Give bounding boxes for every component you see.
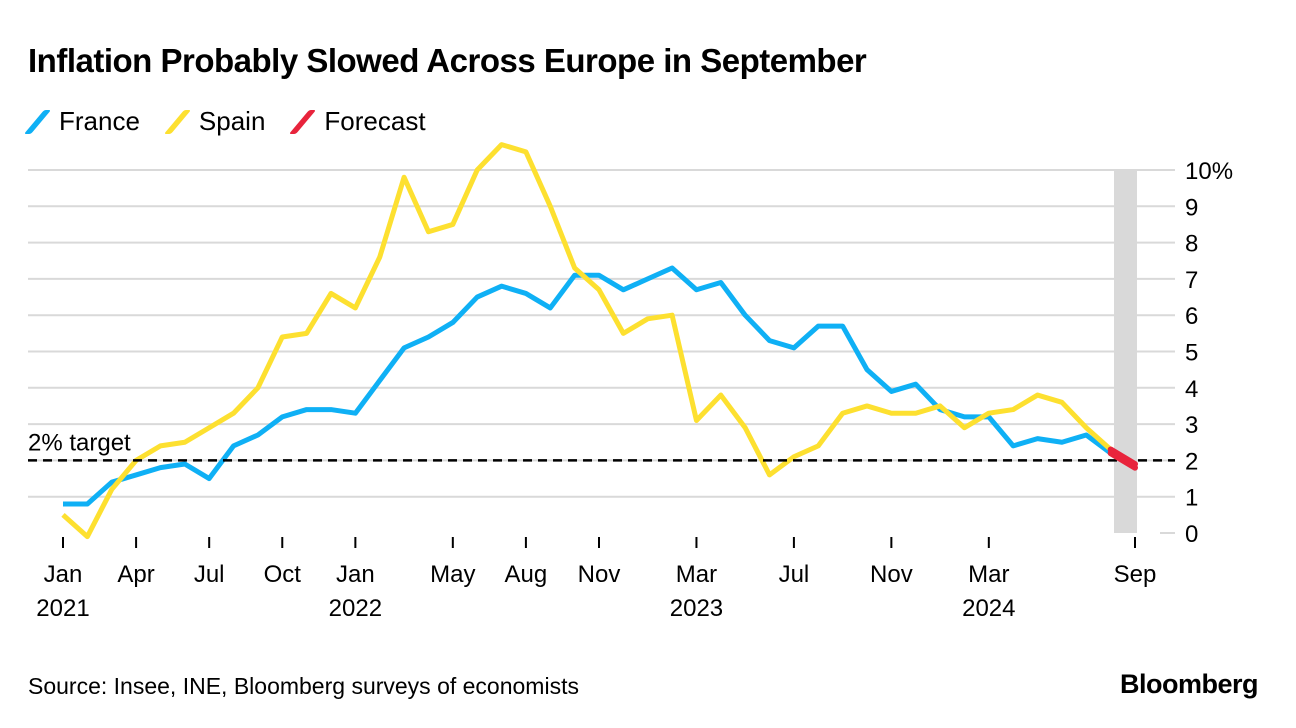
x-tick-label: Jul (194, 561, 225, 588)
legend-label: Forecast (324, 106, 426, 136)
x-tick-label: Mar (968, 561, 1009, 588)
y-tick-label: 1 (1185, 485, 1198, 512)
y-tick-label: 9 (1185, 194, 1198, 221)
x-tick-label: Sep (1114, 561, 1157, 588)
legend-item-forecast: Forecast (289, 106, 426, 137)
legend: France Spain Forecast (23, 106, 426, 137)
x-tick-year: 2021 (36, 595, 89, 622)
x-tick-label: Apr (117, 561, 154, 588)
y-tick-label: 4 (1185, 376, 1198, 403)
legend-label: Spain (198, 106, 266, 136)
x-tick-label: Jul (779, 561, 810, 588)
x-tick-year: 2022 (329, 595, 382, 622)
series-line-france (63, 265, 1113, 507)
y-tick-label: 2 (1185, 448, 1198, 475)
legend-label: France (59, 106, 140, 136)
x-tick-year: 2024 (962, 595, 1015, 622)
x-tick-year: 2023 (670, 595, 723, 622)
y-tick-label: 8 (1185, 231, 1198, 258)
chart-title: Inflation Probably Slowed Across Europe … (28, 42, 867, 79)
y-tick-label: 5 (1185, 340, 1198, 367)
x-tick-label: Mar (676, 561, 717, 588)
legend-item-france: France (23, 106, 140, 137)
y-tick-label: 7 (1185, 267, 1198, 294)
target-label: 2% target (28, 429, 131, 456)
x-tick-label: Aug (505, 561, 548, 588)
y-tick-label: 3 (1185, 412, 1198, 439)
y-tick-label: 10% (1185, 158, 1233, 185)
x-tick-label: Oct (264, 561, 302, 588)
source-note: Source: Insee, INE, Bloomberg surveys of… (28, 673, 579, 699)
x-tick-label: May (430, 561, 475, 588)
x-tick-label: Nov (578, 561, 621, 588)
x-tick-label: Jan (44, 561, 83, 588)
x-tick-label: Nov (870, 561, 913, 588)
forecast-line-france (1107, 450, 1138, 471)
y-tick-label: 6 (1185, 303, 1198, 330)
x-tick-label: Jan (336, 561, 375, 588)
forecast-line-spain (1107, 446, 1138, 468)
series-line-spain (61, 142, 1113, 540)
bloomberg-logo: Bloomberg (1119, 669, 1259, 699)
y-tick-label: 0 (1185, 521, 1198, 548)
legend-item-spain: Spain (163, 106, 266, 137)
